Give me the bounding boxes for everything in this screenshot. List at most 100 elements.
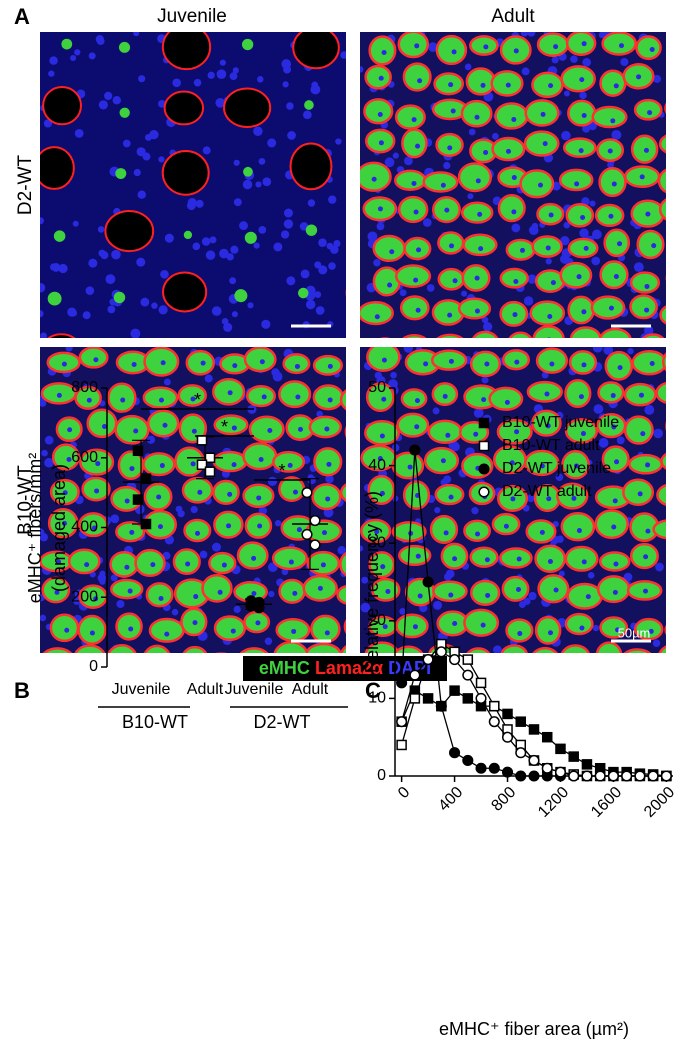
fiber (664, 624, 666, 635)
fiber (466, 647, 491, 653)
nucleus (40, 310, 44, 318)
fiber-nucleus (296, 527, 302, 533)
nucleus (146, 435, 156, 444)
nucleus (399, 289, 407, 297)
fiber-nucleus (580, 431, 586, 437)
data-point (634, 770, 646, 782)
nucleus (521, 67, 530, 76)
nucleus (643, 325, 654, 336)
nucleus (523, 296, 534, 306)
fiber-nucleus (131, 361, 137, 367)
data-point (253, 602, 265, 614)
fiber (535, 347, 569, 374)
data-point (581, 759, 593, 770)
nucleus (261, 319, 271, 329)
data-point (435, 646, 447, 658)
fiber-nucleus (133, 428, 139, 434)
nucleus (116, 600, 125, 609)
fiber (243, 166, 253, 177)
fiber-nucleus (378, 140, 384, 146)
fiber (213, 615, 246, 642)
nucleus (142, 152, 151, 161)
fiber (526, 380, 563, 403)
fiber-nucleus (581, 41, 587, 47)
nucleus (256, 76, 264, 83)
nucleus (268, 590, 275, 598)
fiber (564, 378, 592, 408)
fiber (435, 34, 468, 66)
fiber-nucleus (89, 630, 95, 636)
fiber-nucleus (414, 424, 420, 430)
nucleus (434, 507, 441, 514)
fiber-nucleus (613, 83, 619, 89)
fiber-nucleus (607, 655, 612, 660)
fiber (304, 100, 314, 110)
fiber-nucleus (192, 620, 198, 626)
nucleus (286, 102, 294, 110)
nucleus (579, 228, 589, 238)
fiber-nucleus (190, 396, 196, 402)
y-tick-label: 20 (368, 612, 386, 629)
fiber (278, 476, 306, 503)
fiber (599, 260, 629, 290)
fiber (364, 64, 392, 90)
data-point (541, 731, 553, 743)
nucleus (267, 138, 277, 148)
fiber-nucleus (413, 209, 419, 215)
fiber (367, 474, 396, 506)
fiber (368, 35, 397, 66)
fiber (104, 209, 155, 253)
nucleus (611, 129, 622, 140)
fiber-nucleus (355, 626, 360, 631)
legend-marker (478, 417, 490, 429)
data-point (309, 514, 321, 527)
fiber-nucleus (474, 114, 480, 120)
fiber (599, 69, 627, 97)
fiber (201, 574, 233, 603)
nucleus (158, 156, 165, 163)
fiber (529, 300, 566, 326)
fiber-nucleus (355, 401, 360, 406)
x-axis-label: eMHC⁺ fiber area (µm²) (439, 1019, 629, 1039)
nucleus (40, 533, 48, 542)
y-tick-label: 0 (377, 767, 386, 784)
fiber-nucleus (610, 118, 616, 124)
fiber-nucleus (571, 495, 577, 501)
fiber-nucleus (511, 175, 517, 181)
nucleus (388, 379, 398, 389)
fiber-nucleus (452, 621, 458, 627)
nucleus (211, 306, 222, 316)
fiber-nucleus (516, 586, 522, 592)
fiber-nucleus (294, 363, 300, 369)
fiber-nucleus (649, 361, 655, 367)
fiber (667, 549, 674, 573)
data-point (515, 747, 527, 759)
fiber (662, 352, 666, 372)
nucleus (633, 262, 644, 273)
fiber (462, 233, 498, 257)
fiber-nucleus (574, 181, 580, 187)
data-point (489, 700, 500, 712)
fiber-nucleus (288, 559, 294, 565)
fiber-nucleus (291, 628, 297, 634)
fiber-nucleus (374, 314, 380, 320)
fiber-nucleus (474, 275, 480, 281)
fiber-nucleus (548, 212, 554, 218)
data-point (607, 770, 619, 782)
fiber-nucleus (576, 528, 582, 534)
data-point (449, 654, 461, 666)
fiber-nucleus (297, 426, 303, 432)
stain-name: eMHC (259, 658, 310, 678)
fiber (372, 266, 401, 297)
fiber (531, 71, 564, 99)
panel-letter: B (14, 678, 30, 703)
data-point (132, 445, 144, 457)
fiber (344, 426, 346, 438)
y-tick-label: 200 (71, 588, 98, 605)
nucleus (579, 91, 587, 100)
fiber-nucleus (124, 498, 130, 504)
fiber-nucleus (514, 359, 520, 365)
fiber-nucleus (382, 624, 388, 630)
fiber (641, 333, 665, 338)
